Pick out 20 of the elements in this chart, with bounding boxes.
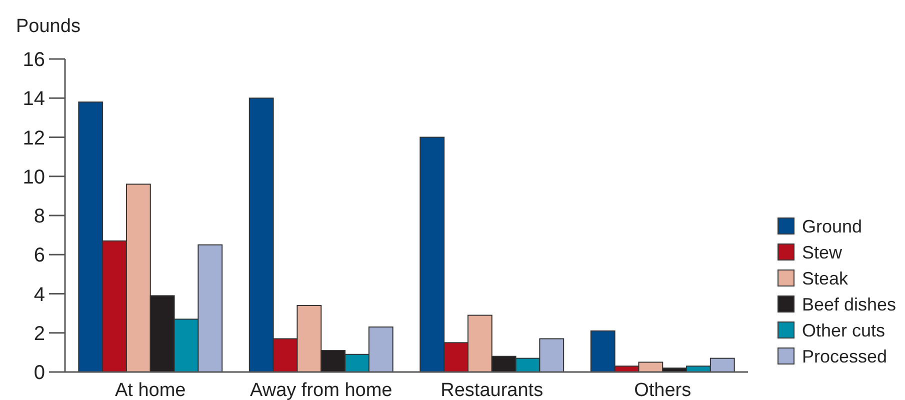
legend-label: Ground bbox=[802, 216, 862, 236]
y-tick-label: 16 bbox=[22, 49, 45, 71]
legend-label: Beef dishes bbox=[802, 294, 896, 314]
y-tick-label: 6 bbox=[34, 244, 45, 267]
legend-label: Processed bbox=[802, 346, 888, 366]
x-tick-label: Restaurants bbox=[440, 380, 544, 400]
y-tick-label: 2 bbox=[34, 322, 45, 345]
y-tick-label: 14 bbox=[22, 88, 45, 110]
legend-label: Stew bbox=[802, 242, 844, 262]
y-tick-label: 8 bbox=[34, 206, 45, 228]
y-tick-label: 12 bbox=[22, 127, 45, 150]
y-tick-label: 10 bbox=[22, 166, 45, 188]
y-axis-title: Pounds bbox=[16, 16, 80, 37]
legend-label: Other cuts bbox=[802, 320, 886, 340]
y-tick-label: 0 bbox=[34, 362, 45, 384]
x-tick-label: Others bbox=[634, 380, 692, 400]
legend-label: Steak bbox=[802, 268, 850, 288]
x-tick-label: Away from home bbox=[250, 380, 392, 400]
x-tick-label: At home bbox=[114, 380, 186, 400]
y-tick-label: 4 bbox=[34, 284, 45, 306]
